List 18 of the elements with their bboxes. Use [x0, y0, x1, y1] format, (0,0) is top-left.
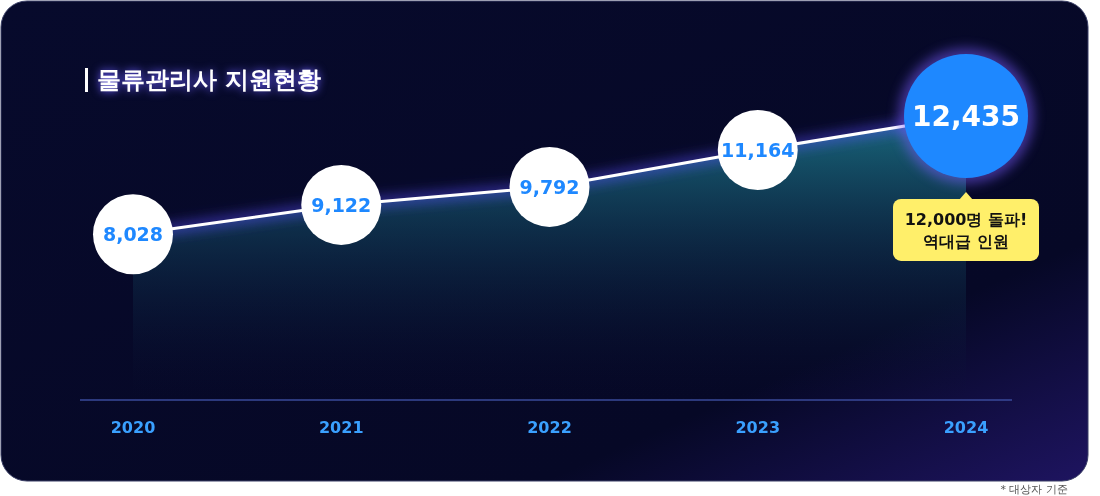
x-tick-label: 2024 [943, 417, 989, 437]
x-tick-label: 2021 [318, 417, 364, 437]
annotation: 12,000명 돌파! 역대급 인원 [904, 209, 1028, 251]
data-label: 8,028 [102, 222, 164, 245]
x-tick-label: 2020 [110, 417, 156, 437]
label-bubble: 9,792 [509, 146, 590, 227]
chart-title: 물류관리사 지원현황 [97, 66, 322, 94]
data-label: 12,435 [911, 99, 1021, 133]
text: * 대상자 기준 [1000, 482, 1068, 496]
highlight-bubble: 12,435 [898, 47, 1034, 184]
label-bubble: 8,028 [93, 194, 173, 275]
x-tick-label: 2023 [735, 417, 781, 437]
label-bubble: 11,164 [717, 110, 798, 191]
data-label: 9,792 [519, 175, 580, 198]
label-bubble: 9,122 [301, 164, 382, 245]
data-label: 9,122 [311, 193, 372, 216]
data-label: 11,164 [721, 138, 795, 161]
x-tick-label: 2022 [527, 417, 572, 437]
